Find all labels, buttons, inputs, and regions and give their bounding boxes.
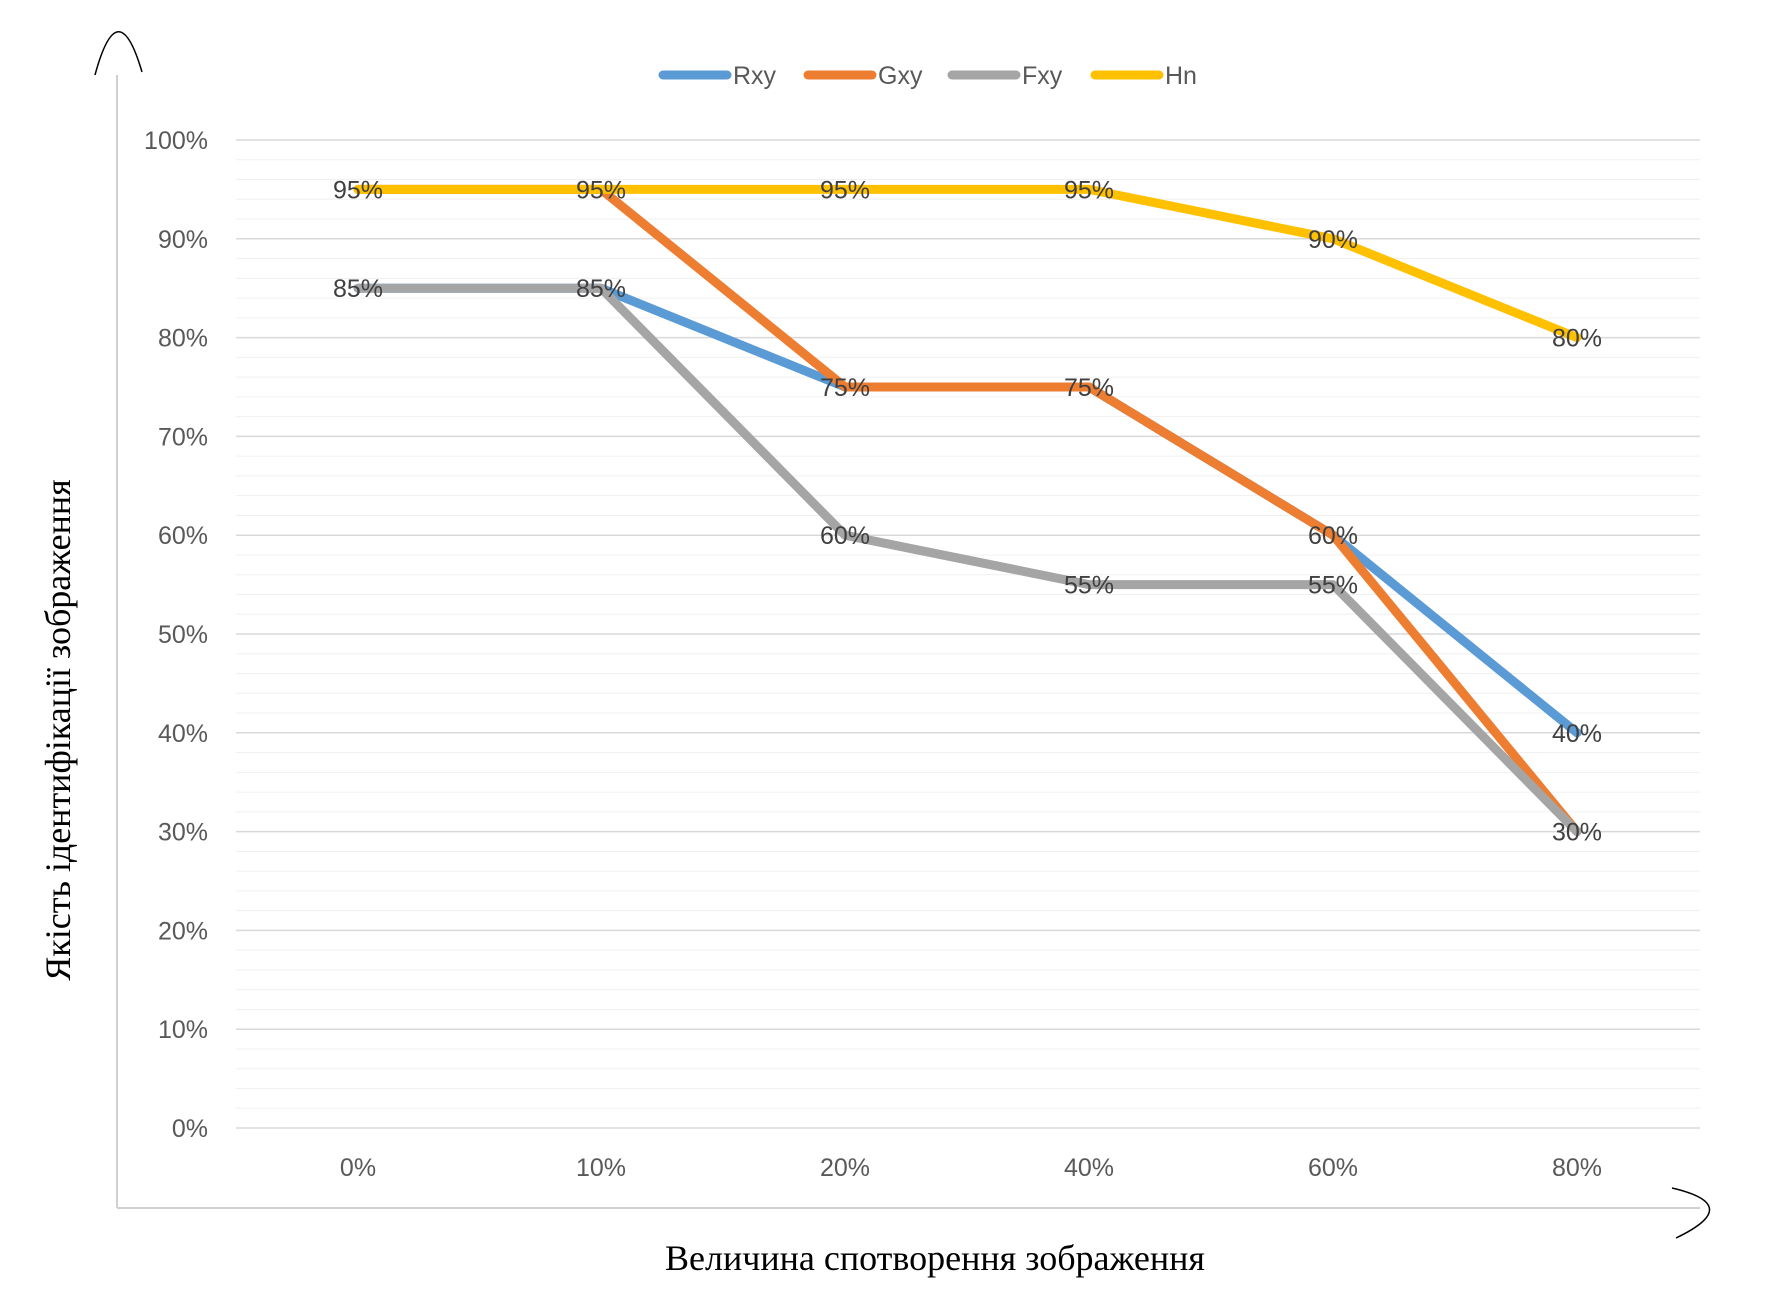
data-label: 40% xyxy=(1552,720,1602,748)
y-tick-label: 100% xyxy=(144,127,208,155)
x-tick-label: 60% xyxy=(1308,1154,1358,1182)
data-label: 60% xyxy=(820,522,870,550)
legend-label-rxy: Rxy xyxy=(733,62,777,90)
y-tick-label: 50% xyxy=(158,621,208,649)
data-label: 95% xyxy=(820,176,870,204)
x-axis-arrow-icon xyxy=(1671,1187,1711,1239)
y-tick-label: 80% xyxy=(158,325,208,353)
data-label: 85% xyxy=(333,275,383,303)
y-tick-label: 30% xyxy=(158,819,208,847)
series-lines xyxy=(353,184,1582,837)
x-tick-label: 0% xyxy=(340,1154,376,1182)
series-line-rxy xyxy=(353,283,1582,738)
data-label: 95% xyxy=(333,176,383,204)
series-line-hn xyxy=(353,184,1582,343)
gridlines xyxy=(236,139,1700,1129)
data-label: 75% xyxy=(820,374,870,402)
y-axis-title: Якість ідентифікації зображення xyxy=(38,479,78,981)
y-tick-label: 0% xyxy=(172,1115,208,1143)
data-label: 95% xyxy=(1064,176,1114,204)
y-tick-label: 60% xyxy=(158,522,208,550)
legend-label-fxy: Fxy xyxy=(1022,62,1063,90)
legend: Rxy Gxy Fxy Hn xyxy=(658,62,1197,90)
x-axis-title: Величина спотворення зображення xyxy=(665,1238,1205,1278)
series-line-fxy xyxy=(353,283,1582,837)
data-label: 85% xyxy=(576,275,626,303)
data-label: 55% xyxy=(1064,572,1114,600)
x-tick-label: 10% xyxy=(576,1154,626,1182)
outer-axes xyxy=(94,31,1711,1239)
x-tick-label: 20% xyxy=(820,1154,870,1182)
y-axis-arrow-icon xyxy=(94,31,143,76)
legend-label-gxy: Gxy xyxy=(878,62,923,90)
y-tick-label: 40% xyxy=(158,720,208,748)
x-axis-ticks: 0% 10% 20% 40% 60% 80% xyxy=(340,1154,1602,1182)
data-label: 55% xyxy=(1308,572,1358,600)
y-tick-label: 70% xyxy=(158,423,208,451)
x-tick-label: 40% xyxy=(1064,1154,1114,1182)
y-tick-label: 10% xyxy=(158,1016,208,1044)
data-label: 75% xyxy=(1064,374,1114,402)
data-label: 30% xyxy=(1552,819,1602,847)
data-labels: 40% 75% 75% 60% 85% 85% 60% 55% 55% 30% 95% 95% 95% 9… xyxy=(333,176,1602,846)
y-tick-label: 20% xyxy=(158,917,208,945)
x-tick-label: 80% xyxy=(1552,1154,1602,1182)
data-label: 90% xyxy=(1308,226,1358,254)
y-axis-ticks: 0% 10% 20% 30% 40% 50% 60% 70% 80% 90% 100% xyxy=(144,127,208,1143)
legend-label-hn: Hn xyxy=(1165,62,1197,90)
data-label: 60% xyxy=(1308,522,1358,550)
data-label: 80% xyxy=(1552,325,1602,353)
data-label: 95% xyxy=(576,176,626,204)
y-tick-label: 90% xyxy=(158,226,208,254)
